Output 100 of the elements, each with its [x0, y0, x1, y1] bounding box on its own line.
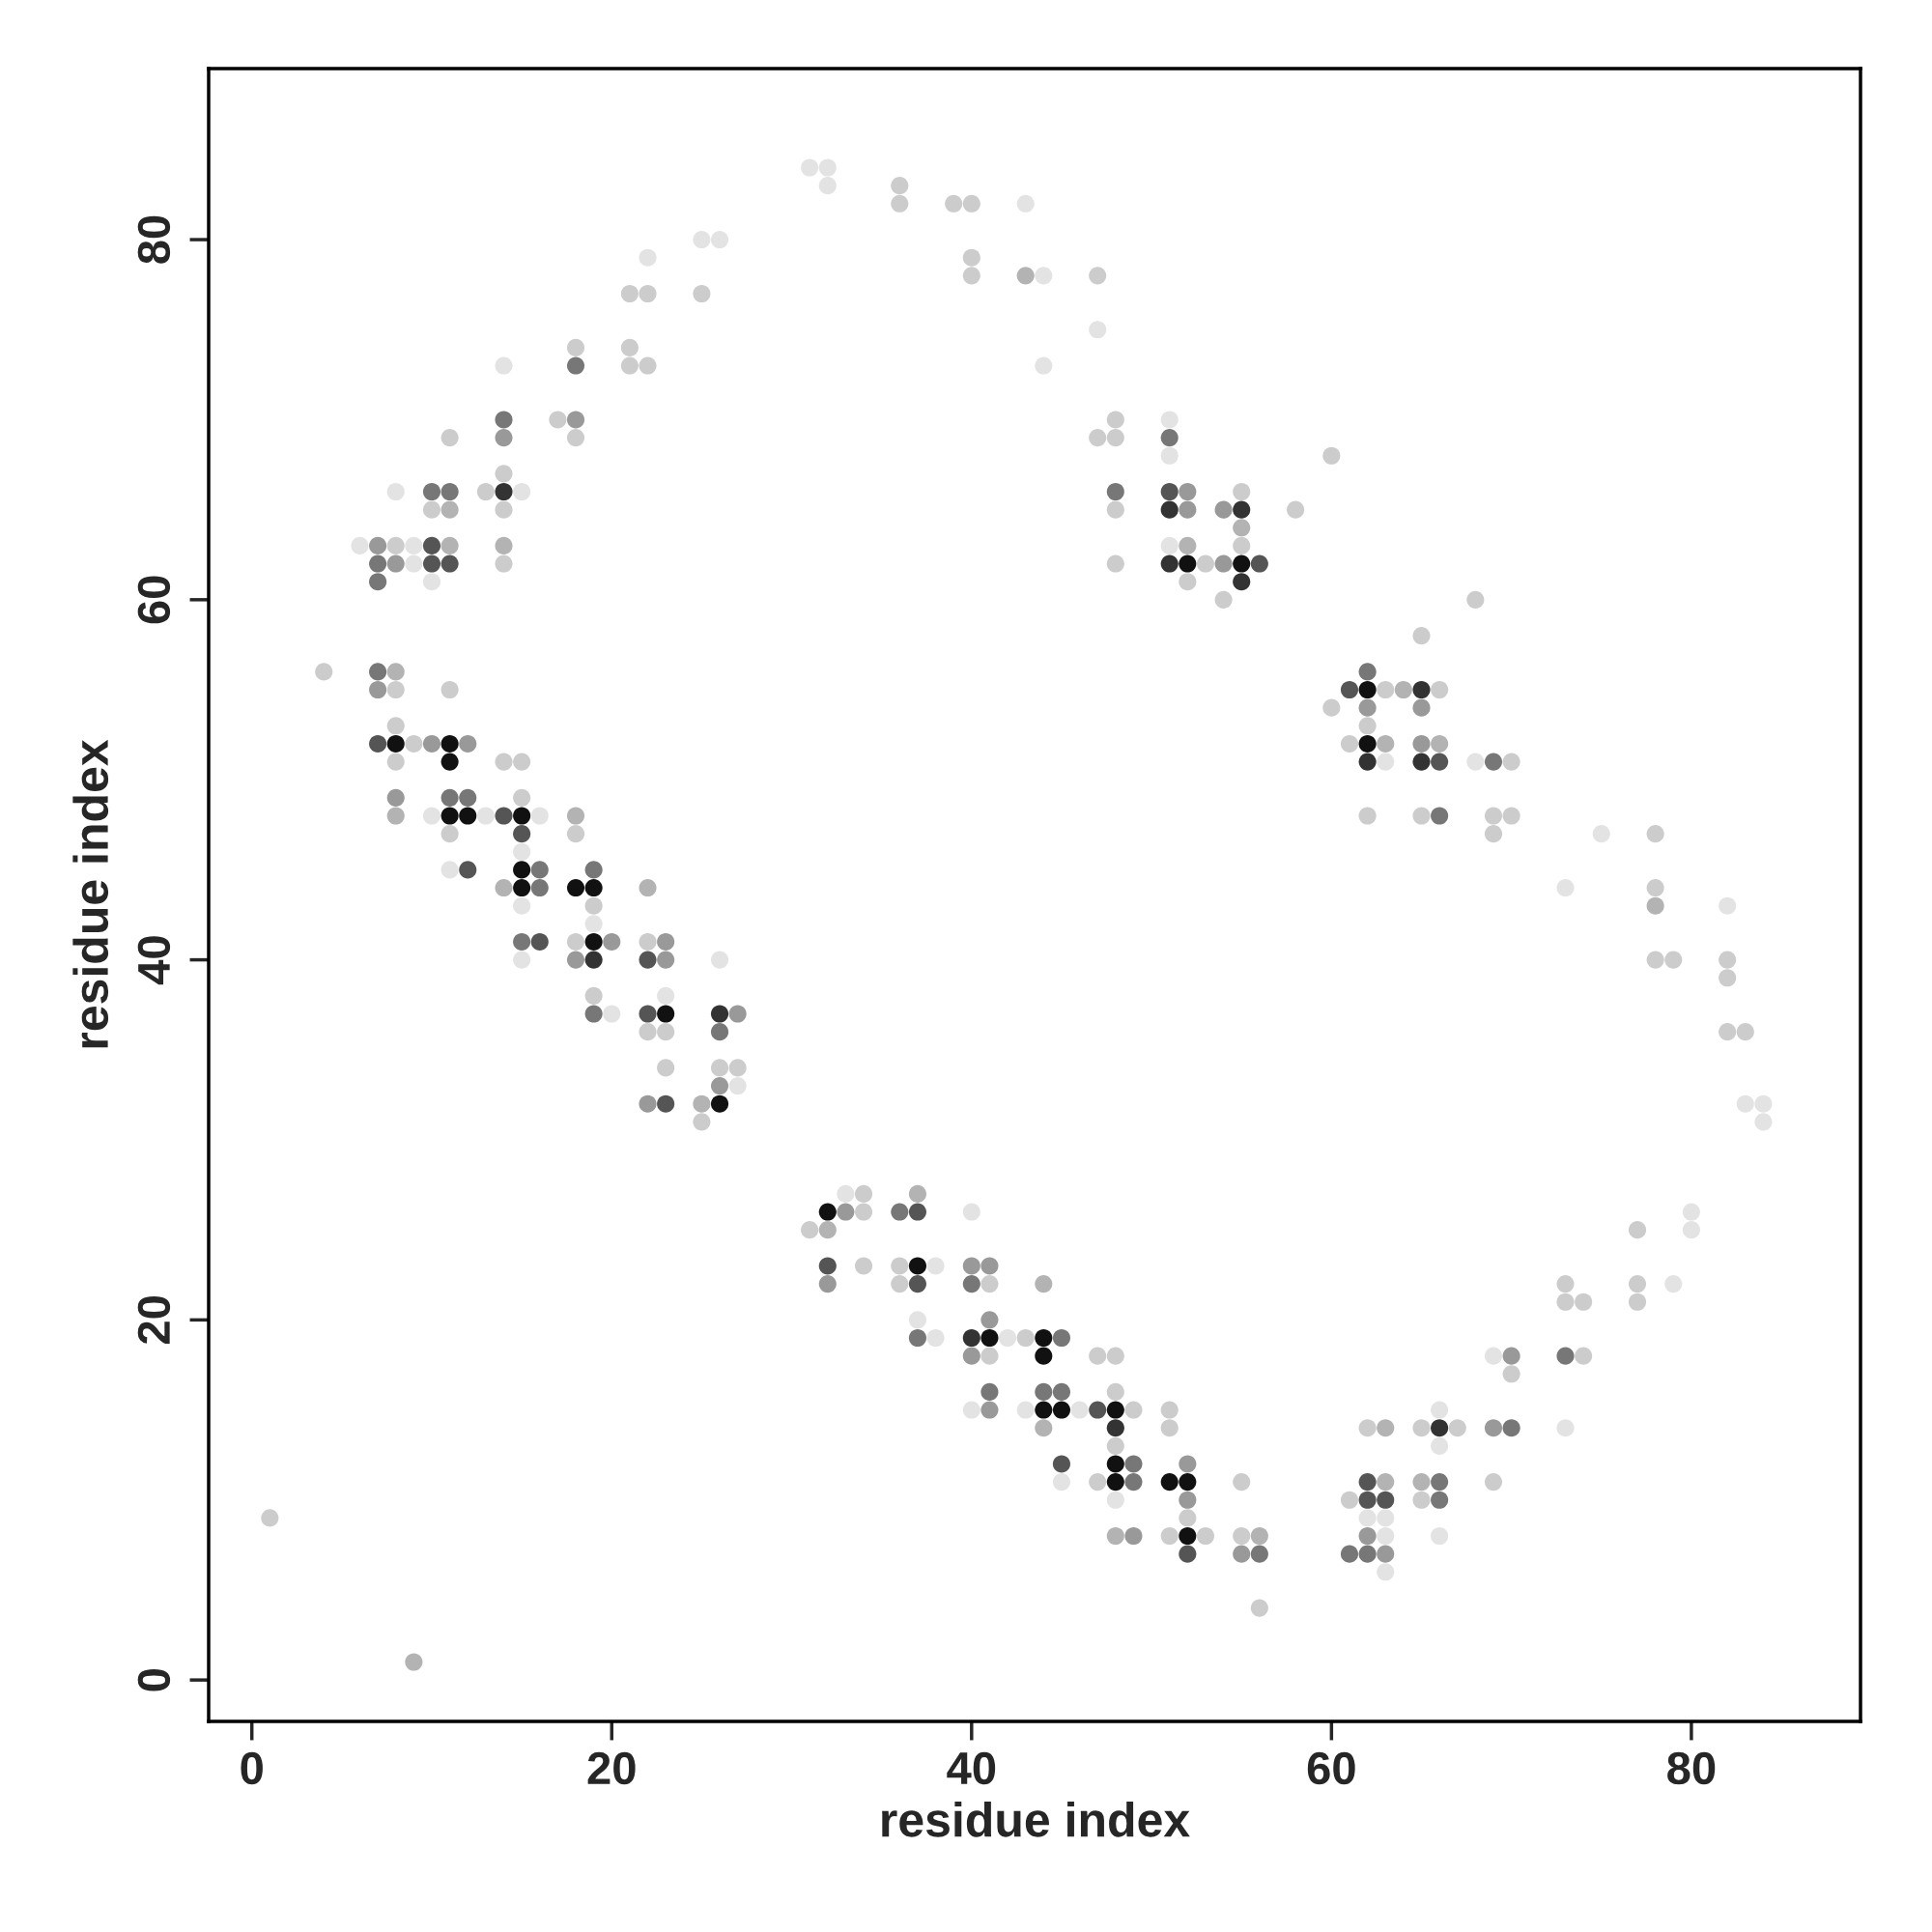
point [566, 878, 585, 897]
x-tick-label: 20 [587, 1751, 636, 1785]
point [1340, 1545, 1359, 1563]
point [891, 1275, 909, 1293]
point [1556, 1293, 1575, 1311]
point [1106, 1347, 1124, 1365]
point [584, 915, 603, 933]
point [962, 1401, 980, 1419]
point [639, 248, 657, 267]
point [693, 231, 711, 249]
point [513, 842, 531, 861]
point [1089, 1347, 1107, 1365]
point [1089, 321, 1107, 339]
point [710, 1059, 729, 1077]
point [1358, 698, 1377, 717]
point [657, 1023, 675, 1041]
point [710, 231, 729, 249]
point [1377, 680, 1395, 699]
point [386, 753, 405, 771]
y-axis-title: residue index [72, 739, 109, 1048]
point [962, 248, 980, 267]
point [1736, 1023, 1754, 1041]
point [1628, 1221, 1647, 1239]
point [1646, 825, 1664, 843]
point [1052, 1382, 1070, 1401]
point [495, 500, 513, 519]
point [962, 1203, 980, 1221]
point [891, 194, 909, 213]
point [1719, 969, 1737, 987]
point [440, 429, 459, 447]
point [1250, 1599, 1268, 1617]
point [1358, 1509, 1377, 1527]
point [620, 356, 639, 375]
point [1377, 1509, 1395, 1527]
point [962, 267, 980, 285]
point [1160, 1526, 1179, 1546]
point [1466, 590, 1485, 609]
point [801, 158, 819, 177]
point [1628, 1293, 1647, 1311]
point [1736, 1094, 1754, 1113]
y-tick-label: 40 [137, 936, 171, 985]
point [1358, 1545, 1377, 1563]
point [495, 753, 513, 771]
point [1719, 1023, 1737, 1041]
x-tick-label: 80 [1667, 1751, 1716, 1785]
point [530, 861, 549, 879]
point [495, 465, 513, 483]
point [1412, 807, 1431, 825]
x-axis-title: residue index [882, 1801, 1190, 1837]
point [1448, 1419, 1466, 1437]
point [1556, 1275, 1575, 1293]
point [1431, 1401, 1449, 1419]
point [1250, 1545, 1268, 1563]
point [566, 429, 585, 447]
point [945, 194, 963, 213]
point [1754, 1094, 1773, 1113]
point [1431, 680, 1449, 699]
point [980, 1275, 999, 1293]
y-tick-label: 0 [137, 1668, 171, 1691]
point [440, 554, 459, 573]
point [1035, 1382, 1053, 1401]
point [1358, 717, 1377, 735]
x-tick-label: 0 [241, 1751, 263, 1785]
point [1377, 1563, 1395, 1581]
point [459, 788, 477, 807]
y-tick-label: 80 [137, 215, 171, 264]
point [1719, 951, 1737, 969]
y-tick-label: 20 [137, 1296, 171, 1344]
point [620, 284, 639, 303]
point [1358, 1419, 1377, 1437]
point [1106, 429, 1124, 447]
point [1431, 734, 1449, 753]
point [1484, 807, 1503, 825]
y-tick-label: 60 [137, 576, 171, 624]
point [693, 284, 711, 303]
point [566, 338, 585, 356]
point [980, 1382, 999, 1401]
point [1070, 1401, 1089, 1419]
point [1646, 951, 1664, 969]
point [386, 717, 405, 735]
point [1575, 1293, 1593, 1311]
point [620, 338, 639, 356]
point [639, 356, 657, 375]
point [1664, 951, 1683, 969]
point [1502, 807, 1520, 825]
point [693, 1113, 711, 1131]
point [1502, 1365, 1520, 1383]
point [639, 1023, 657, 1041]
point [1035, 356, 1053, 375]
point [1358, 807, 1377, 825]
point [1484, 825, 1503, 843]
point [1754, 1113, 1773, 1131]
point [584, 861, 603, 879]
point [584, 878, 603, 897]
point [657, 1059, 675, 1077]
point [422, 554, 441, 573]
point [1160, 1419, 1179, 1437]
point [1214, 590, 1233, 609]
point [1377, 734, 1395, 753]
x-tick-label: 40 [947, 1751, 996, 1785]
